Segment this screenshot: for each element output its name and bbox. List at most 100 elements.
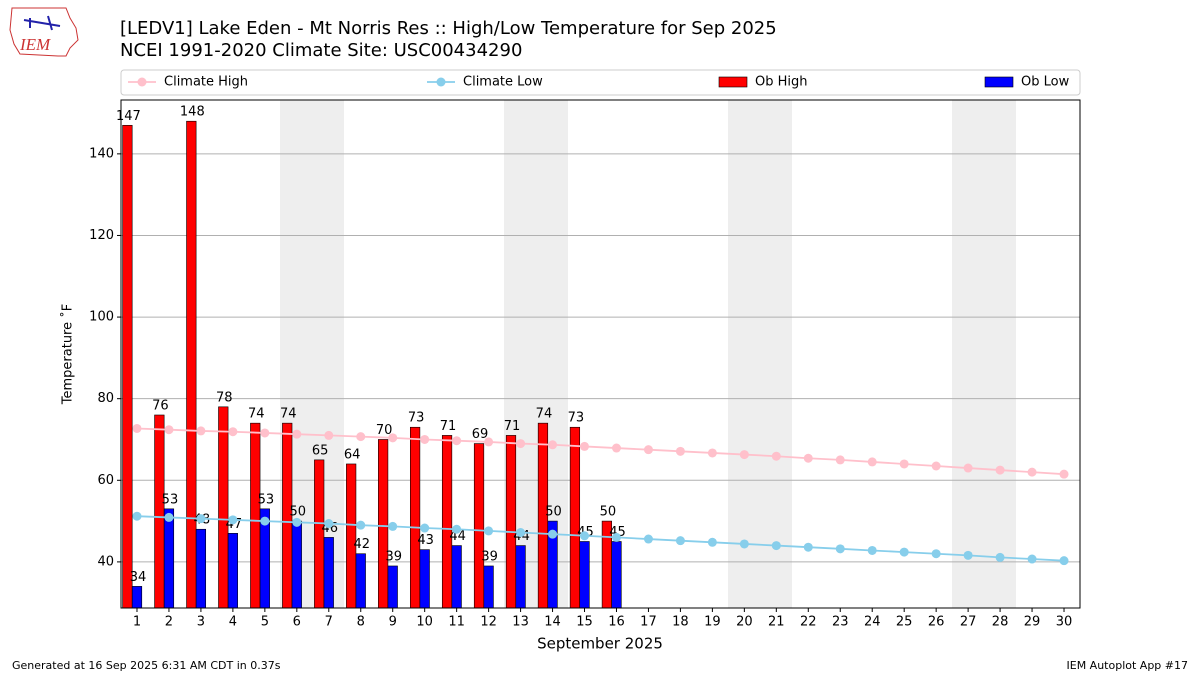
x-tick-label: 12 <box>480 615 497 630</box>
point <box>867 457 877 467</box>
data-label: 64 <box>344 447 361 462</box>
legend-label: Climate High <box>164 75 248 90</box>
logo: IEM <box>9 7 79 57</box>
data-label: 76 <box>152 399 169 414</box>
data-label: 73 <box>408 411 425 426</box>
y-tick-label: 40 <box>97 554 114 569</box>
data-label: 50 <box>290 505 307 520</box>
point <box>739 450 749 460</box>
bar <box>611 541 622 609</box>
x-tick-label: 7 <box>325 615 333 630</box>
point <box>516 528 526 538</box>
data-label: 74 <box>536 407 553 422</box>
bar <box>387 565 398 609</box>
point <box>867 545 877 555</box>
data-label: 73 <box>568 411 585 426</box>
x-tick-label: 19 <box>704 615 721 630</box>
point <box>899 459 909 469</box>
x-tick-label: 22 <box>800 615 817 630</box>
point <box>963 550 973 560</box>
bar <box>505 435 517 609</box>
x-tick-label: 23 <box>832 615 849 630</box>
x-tick-label: 28 <box>992 615 1009 630</box>
x-tick-label: 13 <box>512 615 529 630</box>
bar <box>579 541 590 609</box>
point <box>707 537 717 547</box>
point <box>292 517 302 527</box>
point <box>580 531 590 541</box>
data-label: 71 <box>504 419 521 434</box>
data-label: 44 <box>449 529 466 544</box>
bar <box>515 545 526 609</box>
point <box>388 521 398 531</box>
point <box>580 441 590 451</box>
point <box>420 523 430 533</box>
x-tick-label: 11 <box>448 615 465 630</box>
data-label: 43 <box>417 533 434 548</box>
point <box>132 511 142 521</box>
point <box>803 453 813 463</box>
point <box>611 443 621 453</box>
point <box>260 516 270 526</box>
x-tick-label: 5 <box>261 615 269 630</box>
point <box>675 446 685 456</box>
bar <box>355 553 366 609</box>
y-tick-label: 120 <box>89 228 114 243</box>
data-label: 71 <box>440 419 457 434</box>
bar <box>323 537 334 609</box>
point <box>931 549 941 559</box>
point <box>164 425 174 435</box>
x-axis-label: September 2025 <box>537 635 663 653</box>
point <box>388 433 398 443</box>
bar <box>473 443 485 609</box>
point <box>675 536 685 546</box>
point <box>739 539 749 549</box>
bar <box>483 565 494 609</box>
plot-frame <box>120 99 1081 609</box>
legend-marker <box>436 77 446 87</box>
bar <box>154 414 165 609</box>
point <box>643 534 653 544</box>
y-tick-label: 80 <box>97 391 114 406</box>
x-tick-label: 1 <box>133 615 141 630</box>
point <box>324 519 334 529</box>
legend-label: Ob High <box>755 75 808 90</box>
data-label: 78 <box>216 390 233 405</box>
x-tick-label: 17 <box>640 615 657 630</box>
legend-label: Climate Low <box>463 75 543 90</box>
x-tick-label: 18 <box>672 615 689 630</box>
point <box>356 432 366 442</box>
point <box>164 512 174 522</box>
logo-text: IEM <box>19 35 51 54</box>
x-tick-label: 8 <box>357 615 365 630</box>
x-tick-label: 16 <box>608 615 625 630</box>
y-tick-label: 100 <box>89 310 114 325</box>
point <box>899 547 909 557</box>
data-label: 50 <box>545 505 562 520</box>
x-tick-label: 9 <box>389 615 397 630</box>
bar <box>451 545 462 609</box>
point <box>356 520 366 530</box>
bar <box>186 120 197 609</box>
point <box>196 426 206 436</box>
bar <box>409 426 421 609</box>
point <box>484 437 494 447</box>
x-tick-label: 6 <box>293 615 301 630</box>
data-label: 39 <box>481 549 498 564</box>
point <box>324 430 334 440</box>
bar <box>569 426 581 609</box>
point <box>835 544 845 554</box>
logo-icon <box>23 15 61 31</box>
point <box>292 429 302 439</box>
data-label: 53 <box>258 492 275 507</box>
x-tick-label: 2 <box>165 615 173 630</box>
point <box>196 514 206 524</box>
point <box>516 439 526 449</box>
point <box>452 436 462 446</box>
data-label: 74 <box>248 407 265 422</box>
data-label: 148 <box>180 105 205 120</box>
x-tick-label: 20 <box>736 615 753 630</box>
point <box>132 423 142 433</box>
legend-box <box>120 69 1081 96</box>
data-label: 69 <box>472 427 489 442</box>
